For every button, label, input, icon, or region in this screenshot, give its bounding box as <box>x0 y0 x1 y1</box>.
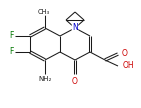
Text: F: F <box>10 32 14 40</box>
Text: F: F <box>10 48 14 56</box>
Text: O: O <box>122 49 128 59</box>
Text: OH: OH <box>123 61 135 71</box>
Text: N: N <box>72 24 78 33</box>
Text: CH₃: CH₃ <box>38 9 50 15</box>
Text: O: O <box>72 77 78 86</box>
Text: NH₂: NH₂ <box>38 76 52 82</box>
